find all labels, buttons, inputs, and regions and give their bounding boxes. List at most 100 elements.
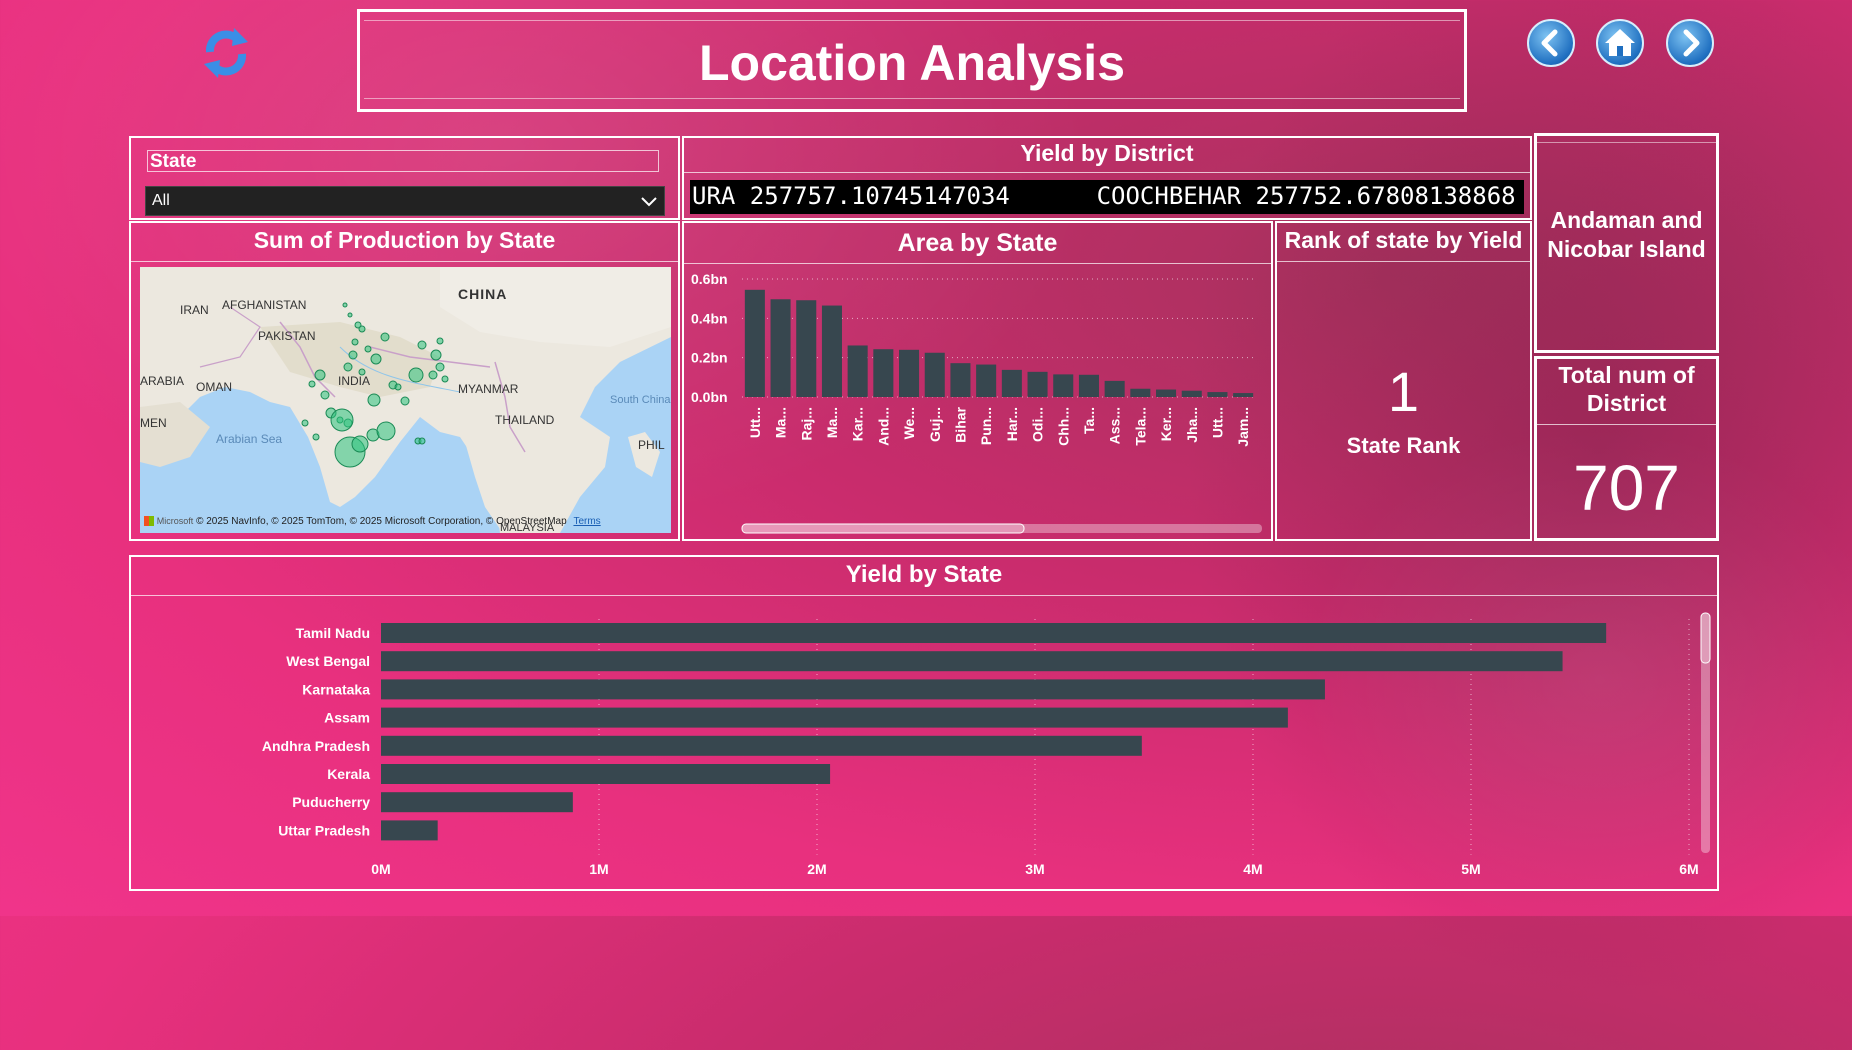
area-bar[interactable] <box>1130 388 1151 397</box>
map-bubble[interactable] <box>430 349 442 361</box>
map-bubble[interactable] <box>308 380 316 388</box>
forward-button[interactable] <box>1666 19 1714 67</box>
y-tick-label: Kerala <box>327 766 370 782</box>
yield-bar[interactable] <box>381 707 1288 728</box>
area-by-state-chart[interactable]: 0.0bn 0.2bn 0.4bn 0.6bn Utt... Ma... Raj... Ma.… <box>684 267 1271 539</box>
area-bar[interactable] <box>847 345 868 397</box>
map-bubble[interactable] <box>370 353 382 365</box>
map-bubble[interactable] <box>312 433 320 441</box>
x-tick-label: Raj... <box>798 407 814 440</box>
area-bar[interactable] <box>1027 371 1048 397</box>
map-bubble[interactable] <box>343 362 353 372</box>
yield-bar[interactable] <box>381 651 1563 672</box>
map-label-iran: IRAN <box>180 303 209 317</box>
map-bubble[interactable] <box>441 375 449 383</box>
yield-bar[interactable] <box>381 735 1142 756</box>
map-bubble[interactable] <box>418 437 426 445</box>
area-bar[interactable] <box>873 349 894 397</box>
y-tick-label: Andhra Pradesh <box>262 738 370 754</box>
area-bar[interactable] <box>1156 389 1177 397</box>
scrollbar-track[interactable] <box>1701 613 1710 853</box>
area-bar[interactable] <box>1104 380 1125 397</box>
microsoft-logo <box>144 516 154 527</box>
yield-bar[interactable] <box>381 679 1325 700</box>
yield-bar[interactable] <box>381 764 831 784</box>
area-bar[interactable] <box>744 289 765 397</box>
map-bubble[interactable] <box>314 369 326 381</box>
map-bubble[interactable] <box>342 302 348 308</box>
scrollbar-thumb[interactable] <box>1700 612 1711 664</box>
map-bubble[interactable] <box>347 312 353 318</box>
area-bar[interactable] <box>1053 374 1074 397</box>
area-bar[interactable] <box>1207 392 1228 397</box>
map-bubble[interactable] <box>417 340 427 350</box>
home-button[interactable] <box>1596 19 1644 67</box>
map-bubble[interactable] <box>394 383 402 391</box>
map-bubble[interactable] <box>354 321 362 329</box>
area-bar[interactable] <box>821 305 842 397</box>
y-tick-label: 0.0bn <box>691 389 728 405</box>
y-tick-label: 0.6bn <box>691 271 728 287</box>
map-bubble[interactable] <box>351 435 369 453</box>
scrollbar-thumb[interactable] <box>741 523 1025 534</box>
map-bubble[interactable] <box>408 367 424 383</box>
yield-chart-title: Yield by State <box>845 561 1003 588</box>
y-tick-label: Puducherry <box>292 794 370 810</box>
x-tick-label: Chh... <box>1055 407 1071 446</box>
map-bubble[interactable] <box>348 350 358 360</box>
area-bar[interactable] <box>796 300 817 397</box>
map-bubble[interactable] <box>367 393 381 407</box>
terms-link[interactable]: Terms <box>573 516 601 527</box>
x-tick-label: Bihar <box>952 406 968 442</box>
map-bubble[interactable] <box>364 345 372 353</box>
map-bubble[interactable] <box>351 338 359 346</box>
home-icon <box>1605 29 1635 56</box>
area-chart-title: Area by State <box>897 229 1058 257</box>
production-map[interactable]: CHINA IRAN AFGHANISTAN PAKISTAN INDIA AR… <box>140 267 671 533</box>
state-dropdown[interactable]: All <box>145 186 665 216</box>
area-bar[interactable] <box>770 299 791 397</box>
map-label-myanmar: MYANMAR <box>458 382 519 396</box>
map-bubble[interactable] <box>320 390 330 400</box>
map-label-malaysia: MALAYSIA <box>500 522 555 533</box>
area-bar[interactable] <box>1233 393 1254 397</box>
map-bubble[interactable] <box>428 370 438 380</box>
selected-state-name: Andaman and Nicobar Island <box>1547 207 1706 262</box>
area-bar[interactable] <box>1001 369 1022 397</box>
x-tick-label: And... <box>875 407 891 446</box>
x-tick-label: Jam... <box>1235 407 1251 447</box>
map-attribution: Microsoft © 2025 NavInfo, © 2025 TomTom,… <box>144 516 667 527</box>
map-bubble[interactable] <box>435 362 445 372</box>
map-bubble[interactable] <box>358 368 366 376</box>
x-tick-label: Har... <box>1004 407 1020 441</box>
map-bubble[interactable] <box>436 337 444 345</box>
map-bubble[interactable] <box>376 421 396 441</box>
x-tick-label: 5M <box>1461 861 1480 877</box>
map-label-oman: OMAN <box>196 380 232 394</box>
map-bubble[interactable] <box>301 419 309 427</box>
x-tick-label: Ma... <box>824 407 840 438</box>
yield-bar[interactable] <box>381 792 573 813</box>
scrollbar-track[interactable] <box>742 524 1262 533</box>
area-bar[interactable] <box>1181 390 1202 397</box>
back-button[interactable] <box>1527 19 1575 67</box>
refresh-icon[interactable] <box>200 22 252 82</box>
area-bar[interactable] <box>924 352 945 397</box>
map-label-afghanistan: AFGHANISTAN <box>222 298 306 312</box>
area-bar[interactable] <box>1078 374 1099 397</box>
x-tick-label: Utt... <box>747 407 763 438</box>
area-bar[interactable] <box>950 363 971 397</box>
yield-by-state-chart[interactable]: 0M 1M 2M 3M 4M 5M 6M Tamil Nadu West Bengal Karna… <box>131 599 1717 889</box>
yield-bar[interactable] <box>381 820 438 841</box>
x-tick-label: Jha... <box>1184 407 1200 443</box>
map-bubble[interactable] <box>358 325 366 333</box>
map-bubble[interactable] <box>330 408 354 432</box>
yield-bar[interactable] <box>381 623 1607 643</box>
state-rank-label: State Rank <box>1346 433 1461 458</box>
area-bar[interactable] <box>899 349 920 397</box>
map-bubble[interactable] <box>380 332 390 342</box>
map-bubble[interactable] <box>400 396 410 406</box>
map-label-arabia: ARABIA <box>140 374 184 388</box>
page-title: Location Analysis <box>698 35 1126 91</box>
area-bar[interactable] <box>976 364 997 397</box>
